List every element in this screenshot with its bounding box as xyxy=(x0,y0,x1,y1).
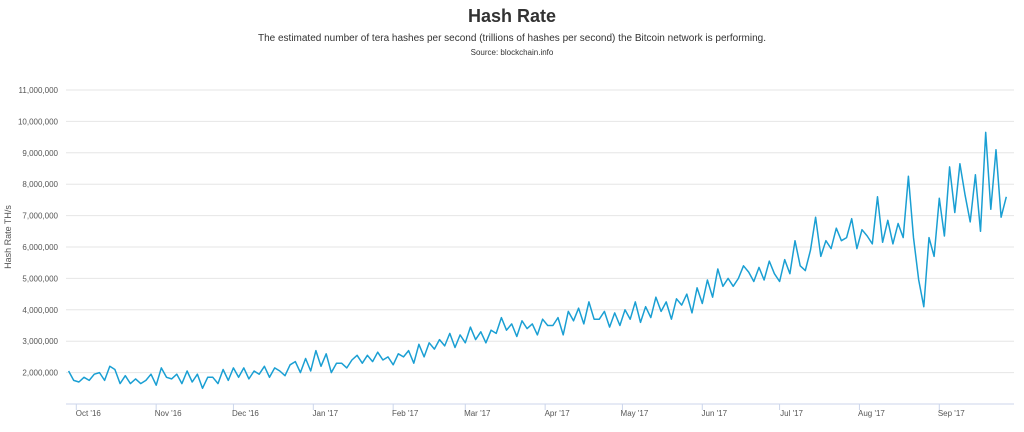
y-tick-label: 8,000,000 xyxy=(22,180,58,189)
y-tick-label: 4,000,000 xyxy=(22,306,58,315)
y-tick-label: 3,000,000 xyxy=(22,337,58,346)
x-tick-label: May '17 xyxy=(621,409,649,418)
x-axis-ticks: Oct '16 Nov '16 Dec '16 Jan '17 Feb '17 Mar '… xyxy=(76,404,965,418)
x-tick-label: Sep '17 xyxy=(938,409,965,418)
y-tick-label: 6,000,000 xyxy=(22,243,58,252)
y-tick-label: 11,000,000 xyxy=(19,86,59,95)
chart-source: Source: blockchain.info xyxy=(470,48,554,57)
y-tick-label: 5,000,000 xyxy=(22,274,58,283)
y-axis-title: Hash Rate TH/s xyxy=(3,205,13,269)
chart-title: Hash Rate xyxy=(467,6,557,26)
chart-subtitle: The estimated number of tera hashes per … xyxy=(257,33,767,44)
x-tick-label: Jan '17 xyxy=(313,409,339,418)
grid-lines xyxy=(66,89,1014,374)
x-tick-label: Nov '16 xyxy=(155,409,182,418)
x-tick-label: Aug '17 xyxy=(858,409,885,418)
x-tick-label: Feb '17 xyxy=(392,409,419,418)
x-tick-label: Apr '17 xyxy=(545,409,571,418)
hash-rate-series-line[interactable] xyxy=(67,131,1008,390)
y-tick-label: 7,000,000 xyxy=(22,212,58,221)
x-tick-label: Dec '16 xyxy=(232,409,259,418)
x-tick-label: Jul '17 xyxy=(780,409,803,418)
x-tick-label: Jun '17 xyxy=(702,409,728,418)
x-tick-label: Oct '16 xyxy=(76,409,102,418)
x-tick-label: Mar '17 xyxy=(464,409,491,418)
y-tick-label: 10,000,000 xyxy=(18,117,59,126)
y-axis-tick-labels: 2,000,000 3,000,000 4,000,000 5,000,000 6,00… xyxy=(18,86,59,378)
y-tick-label: 2,000,000 xyxy=(22,369,58,378)
y-tick-label: 9,000,000 xyxy=(22,149,58,158)
